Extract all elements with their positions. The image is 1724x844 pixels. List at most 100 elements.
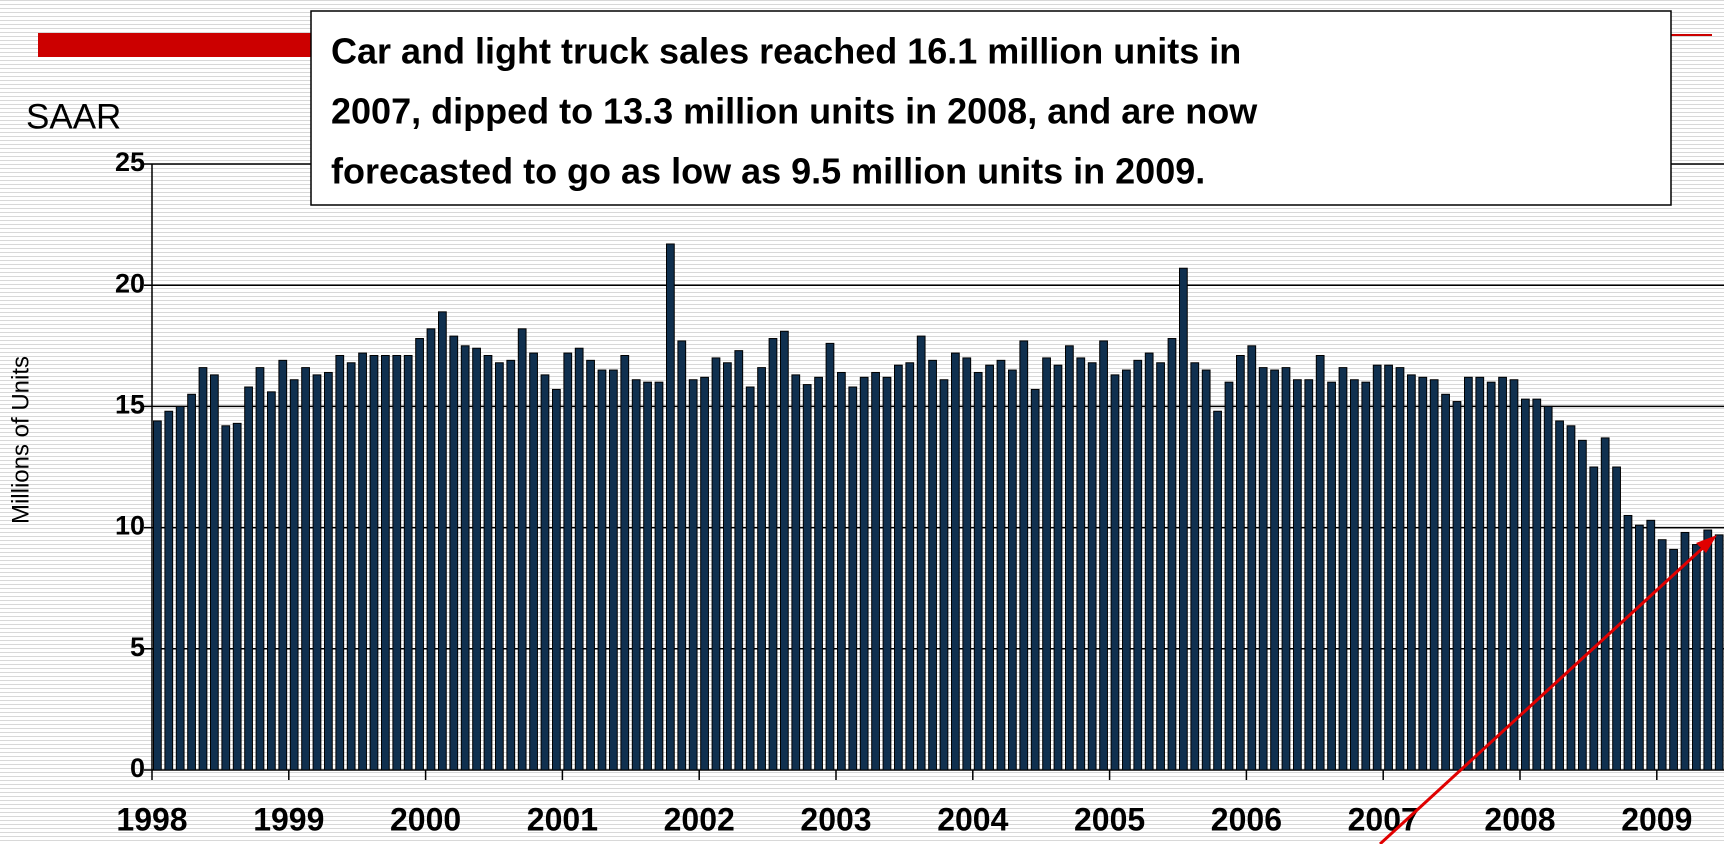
bar — [403, 354, 413, 771]
bar — [1657, 539, 1667, 771]
y-tick-label: 25 — [115, 147, 145, 177]
bar — [757, 367, 766, 771]
bar — [928, 359, 937, 771]
x-tick-label: 2005 — [1074, 801, 1145, 837]
bar — [392, 354, 402, 771]
bar — [495, 362, 504, 771]
bar — [848, 386, 858, 771]
bar — [483, 354, 493, 771]
bar — [586, 359, 595, 771]
bar — [1019, 340, 1029, 771]
bar — [1087, 362, 1097, 771]
bar — [973, 371, 983, 771]
bar — [905, 362, 915, 771]
bar — [1167, 338, 1177, 771]
bar — [1521, 398, 1530, 771]
bar — [187, 393, 196, 771]
bar — [597, 369, 607, 771]
bar — [563, 352, 573, 771]
bar — [1350, 379, 1359, 771]
x-tick-label: 2003 — [800, 801, 871, 837]
arrow — [1378, 543, 1708, 844]
bar — [962, 357, 972, 771]
bar — [1441, 393, 1450, 771]
bar — [1293, 379, 1302, 771]
bar — [1555, 420, 1564, 771]
bar — [1076, 357, 1086, 771]
bar — [985, 364, 994, 771]
bar — [289, 379, 299, 771]
bar — [1270, 369, 1279, 771]
bar — [837, 371, 846, 771]
bar — [1646, 519, 1656, 771]
bar — [438, 311, 447, 771]
arrow-head — [1696, 535, 1717, 553]
bar — [1122, 369, 1131, 771]
bar — [1190, 362, 1200, 771]
bar — [1498, 376, 1507, 771]
bar — [723, 362, 732, 771]
bar — [324, 371, 333, 771]
bar — [1030, 388, 1040, 771]
bar — [1589, 466, 1599, 771]
bar — [1247, 345, 1257, 771]
y-tick-label: 0 — [130, 753, 145, 783]
annotation: forecasted to go as low as 9.5 million u… — [331, 151, 1205, 192]
bar — [1509, 379, 1519, 771]
bar — [1304, 379, 1314, 771]
bar — [1133, 359, 1143, 771]
bar — [198, 367, 208, 771]
bar — [1179, 267, 1188, 771]
bar — [358, 352, 367, 771]
bar — [1338, 367, 1348, 771]
bar — [1156, 362, 1165, 771]
bar — [506, 359, 516, 771]
bar — [1395, 367, 1405, 771]
x-tick-label: 1998 — [116, 801, 187, 837]
annotation-box — [310, 10, 1672, 206]
bar — [768, 338, 778, 771]
bar — [1669, 548, 1678, 771]
bar — [1464, 376, 1473, 771]
bar — [267, 391, 276, 771]
bar — [894, 364, 903, 771]
bar — [1053, 364, 1063, 771]
bar — [1065, 345, 1074, 771]
bar — [939, 379, 949, 771]
bar — [1281, 367, 1291, 771]
bar — [1042, 357, 1051, 771]
bar — [1327, 381, 1336, 771]
bar — [1361, 381, 1371, 771]
bar — [609, 369, 618, 771]
bar — [529, 352, 538, 771]
bar — [734, 350, 744, 771]
bar — [1418, 376, 1428, 771]
bar — [312, 374, 322, 771]
bar — [700, 376, 709, 771]
annotation: 2007, dipped to 13.3 million units in 20… — [331, 91, 1258, 132]
bar — [1201, 369, 1211, 771]
bar — [791, 374, 801, 771]
bar — [1384, 364, 1393, 771]
bar — [1600, 437, 1610, 771]
bar — [825, 342, 835, 771]
bar — [1429, 379, 1439, 771]
bar — [1486, 381, 1496, 771]
bar — [631, 379, 641, 771]
y-tick-label: 10 — [115, 511, 145, 541]
x-tick-label: 2008 — [1484, 801, 1555, 837]
x-tick-label: 2004 — [937, 801, 1008, 837]
bar — [449, 335, 459, 771]
bar — [871, 371, 880, 771]
bar — [1612, 466, 1621, 771]
bar — [677, 340, 687, 771]
bar — [164, 410, 174, 771]
bar — [301, 367, 310, 771]
bar — [1635, 524, 1644, 771]
y-tick-label: 20 — [115, 268, 145, 298]
bar — [244, 386, 253, 771]
bar — [1703, 529, 1713, 771]
bar — [175, 405, 185, 771]
decor-bar — [38, 33, 320, 57]
